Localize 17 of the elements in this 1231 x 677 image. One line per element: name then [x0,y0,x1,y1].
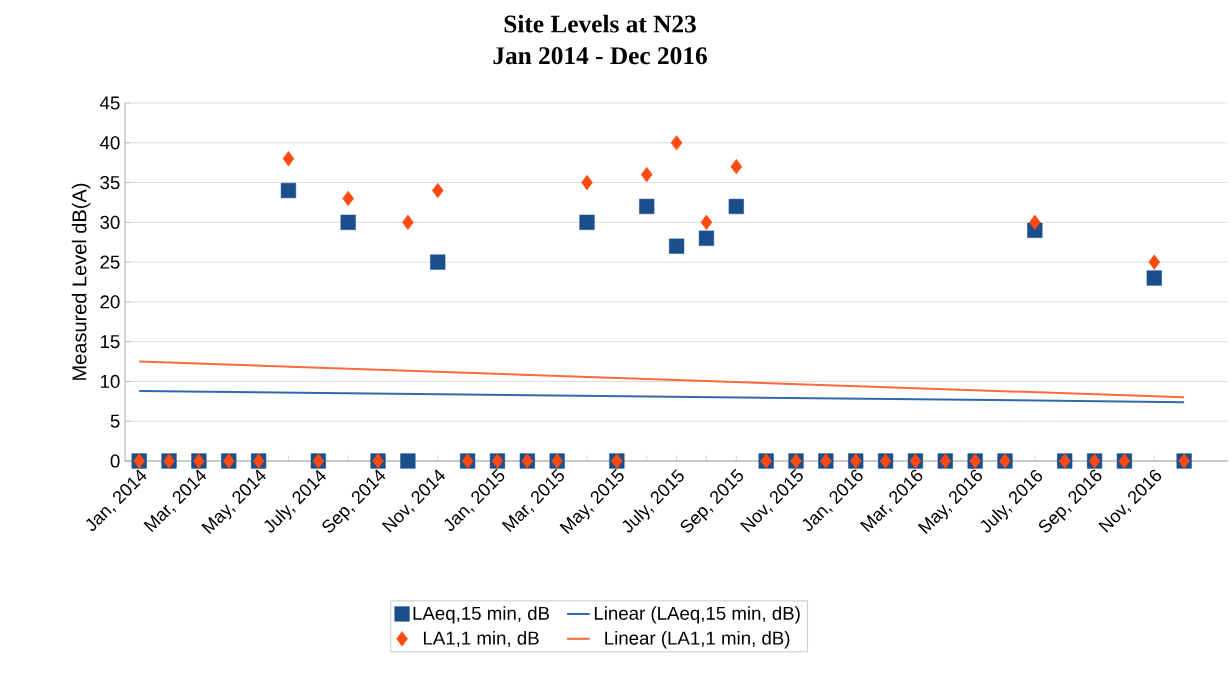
y-tick-label: 30 [100,215,120,229]
y-tick-label: 5 [110,414,120,428]
legend-label: Linear (LA1,1 min, dB) [605,631,790,649]
chart-subtitle: Jan 2014 - Dec 2016 [493,47,707,65]
y-tick-label: 25 [100,255,120,269]
y-tick-label: 15 [100,335,120,349]
y-axis-title: Measured Level dB(A) [71,183,91,380]
legend-label: LAeq,15 min, dB [413,606,550,624]
y-tick-label: 10 [100,374,120,389]
legend-label: Linear (LAeq,15 min, dB) [594,606,800,624]
legend-label: LA1,1 min, dB [423,631,539,647]
y-tick-label: 0 [110,454,120,468]
y-tick-label: 35 [100,175,120,190]
y-tick-label: 20 [100,295,120,309]
chart-title: Site Levels at N23 [504,14,696,33]
y-tick-label: 40 [99,136,120,150]
y-tick-label: 45 [99,96,120,110]
